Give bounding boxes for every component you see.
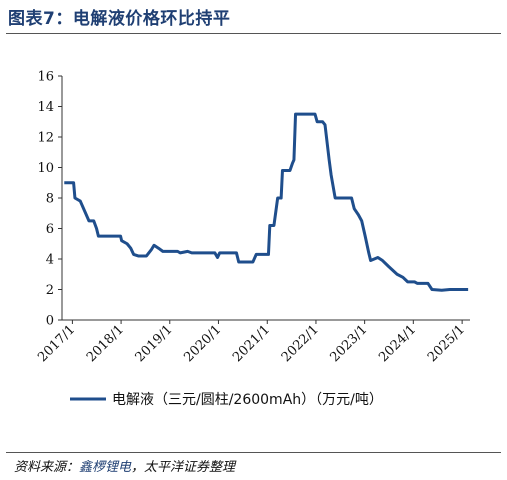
chart-title: 图表7：电解液价格环比持平 <box>8 9 231 29</box>
x-tick-label: 2019/1 <box>133 322 176 365</box>
x-tick-label: 2020/1 <box>181 322 224 365</box>
x-tick-label: 2017/1 <box>35 322 78 365</box>
source-prefix: 资料来源： <box>14 460 80 475</box>
footer-rule <box>6 452 501 453</box>
x-tick-label: 2022/1 <box>279 322 322 365</box>
source-highlight: 鑫椤锂电 <box>79 460 132 475</box>
x-tick-label: 2018/1 <box>84 322 127 365</box>
x-tick-label: 2023/1 <box>328 322 371 365</box>
x-tick-label: 2024/1 <box>376 322 419 365</box>
source-rest: ，太平洋证券整理 <box>131 460 236 475</box>
y-tick-label: 2 <box>46 283 54 298</box>
y-tick-label: 10 <box>37 161 54 176</box>
y-tick-label: 0 <box>46 314 54 329</box>
x-axis-ticks: 2017/1 2018/1 2019/1 2020/1 2021/1 2022/1 2023… <box>35 320 468 365</box>
series-group <box>64 112 469 292</box>
x-tick-label: 2021/1 <box>230 322 273 365</box>
header-rule <box>6 33 501 34</box>
legend-label: 电解液（三元/圆柱/2600mAh）（万元/吨） <box>112 392 383 408</box>
y-tick-label: 12 <box>37 131 54 146</box>
axes <box>61 76 470 321</box>
y-tick-label: 4 <box>46 253 54 268</box>
y-tick-label: 8 <box>46 192 54 207</box>
y-axis-ticks: 0 2 4 6 8 10 12 14 16 <box>37 70 62 329</box>
source-note: 资料来源：鑫椤锂电，太平洋证券整理 <box>14 456 235 475</box>
y-tick-label: 16 <box>37 70 54 85</box>
legend: 电解液（三元/圆柱/2600mAh）（万元/吨） <box>70 392 383 408</box>
y-tick-label: 6 <box>46 222 54 237</box>
y-tick-label: 14 <box>37 100 54 115</box>
series-line <box>64 112 469 292</box>
x-tick-label: 2025/1 <box>425 322 468 365</box>
